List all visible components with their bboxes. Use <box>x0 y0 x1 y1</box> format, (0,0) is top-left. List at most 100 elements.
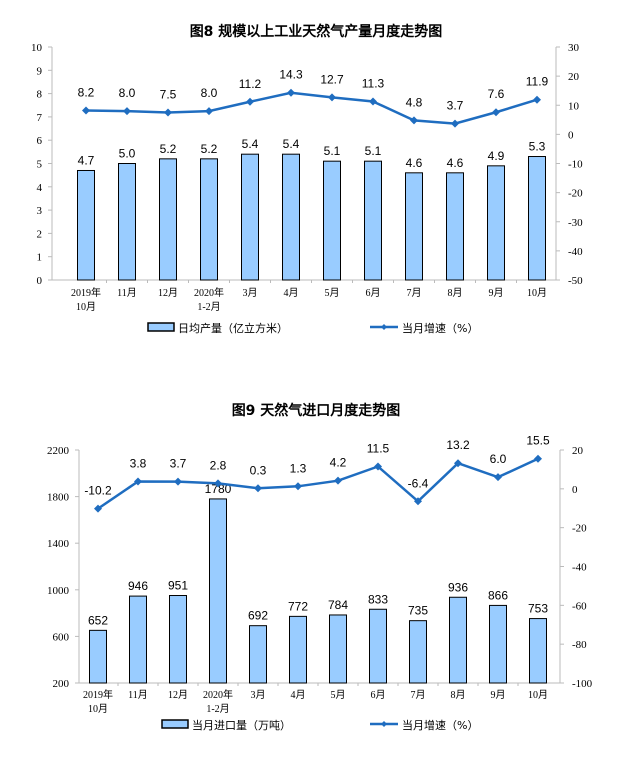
right-tick-label: 0 <box>568 129 574 141</box>
line-marker <box>534 454 542 463</box>
bar <box>489 604 507 684</box>
right-tick-label: 20 <box>568 71 580 83</box>
right-tick-label: -20 <box>568 188 583 200</box>
bar-data-label: 4.7 <box>78 153 95 167</box>
chart-title: 图9 天然气进口月度走势图 <box>232 402 401 419</box>
bar-data-label: 784 <box>328 598 348 612</box>
line-marker <box>94 504 102 513</box>
left-tick-label: 7 <box>37 112 43 124</box>
bar <box>449 596 467 684</box>
right-tick-label: -20 <box>572 523 587 535</box>
bar-data-label: 951 <box>168 579 188 593</box>
bar-data-label: 866 <box>488 588 508 602</box>
line-marker <box>494 473 502 482</box>
bar-data-label: 5.1 <box>324 144 341 158</box>
bar-data-label: 5.2 <box>160 142 177 156</box>
x-tick-label: 5月 <box>331 689 346 701</box>
left-tick-label: 1000 <box>47 585 70 597</box>
legend-bar-swatch <box>161 719 189 729</box>
right-tick-label: 10 <box>568 100 580 112</box>
bar-data-label: 5.0 <box>119 147 136 161</box>
right-tick-label: 0 <box>572 484 578 496</box>
line-data-label: 4.8 <box>406 95 423 109</box>
line-data-label: 11.3 <box>362 76 385 90</box>
bar <box>364 160 382 281</box>
line-data-label: -6.4 <box>408 476 429 490</box>
chart-2: 图9 天然气进口月度走势图2006001000140018002200-100-… <box>47 402 593 732</box>
x-tick-label: 11月 <box>128 689 148 701</box>
bar-data-label: 5.1 <box>365 144 382 158</box>
line-marker <box>374 462 382 471</box>
bar-data-label: 946 <box>128 579 148 593</box>
x-tick-label: 10月 <box>528 689 548 701</box>
x-tick-label: 6月 <box>371 689 386 701</box>
x-tick-label: 10月 <box>76 301 96 313</box>
bar <box>405 172 423 281</box>
bar <box>409 620 427 684</box>
line-marker <box>414 497 422 506</box>
x-tick-label: 2019年 <box>83 688 113 701</box>
bar <box>89 629 107 684</box>
right-tick-label: 20 <box>572 445 584 457</box>
line-data-label: 8.0 <box>119 86 136 100</box>
left-tick-label: 0 <box>37 275 43 287</box>
line-marker <box>287 88 295 97</box>
line-data-label: 3.7 <box>170 457 187 471</box>
bar-data-label: 5.4 <box>283 137 300 151</box>
chart-title: 图8 规模以上工业天然气产量月度走势图 <box>190 23 443 40</box>
bar <box>118 163 136 281</box>
x-tick-label: 4月 <box>284 287 299 299</box>
line-marker <box>134 477 142 486</box>
bar <box>529 618 547 684</box>
x-tick-label: 11月 <box>117 287 137 299</box>
left-tick-label: 2 <box>37 228 43 240</box>
x-tick-label: 2020年 <box>194 286 224 299</box>
left-tick-label: 10 <box>31 42 43 54</box>
line-data-label: 11.5 <box>367 442 390 456</box>
x-tick-label: 9月 <box>491 689 506 701</box>
line-marker <box>454 459 462 468</box>
line-marker <box>164 108 172 117</box>
line-data-label: 13.2 <box>446 438 470 452</box>
line-marker <box>123 107 131 116</box>
bar-data-label: 5.4 <box>242 137 259 151</box>
x-tick-label: 4月 <box>291 689 306 701</box>
right-tick-label: -50 <box>568 275 583 287</box>
line-data-label: 7.5 <box>160 88 177 102</box>
right-tick-label: -40 <box>568 246 583 258</box>
legend-line-label: 当月增速（%） <box>402 321 478 335</box>
left-tick-label: 9 <box>37 65 43 77</box>
line-data-label: 6.0 <box>490 452 507 466</box>
line-data-label: 0.3 <box>250 463 267 477</box>
x-tick-label: 10月 <box>88 703 108 715</box>
legend-bar-label: 当月进口量（万吨） <box>192 718 291 732</box>
bar-data-label: 753 <box>528 602 548 616</box>
left-tick-label: 5 <box>37 159 43 171</box>
growth-line <box>97 457 539 510</box>
bar <box>282 153 300 281</box>
x-tick-label: 1-2月 <box>197 301 220 313</box>
bar <box>487 165 505 281</box>
line-marker <box>205 107 213 116</box>
line-data-label: 1.3 <box>290 461 307 475</box>
bar-data-label: 652 <box>88 613 108 627</box>
x-tick-label: 1-2月 <box>206 703 229 715</box>
bar <box>369 608 387 684</box>
bar-data-label: 4.6 <box>447 156 464 170</box>
bar <box>209 498 227 684</box>
line-marker <box>328 93 336 102</box>
x-tick-label: 9月 <box>489 287 504 299</box>
growth-line <box>85 91 538 125</box>
line-data-label: 2.8 <box>210 458 227 472</box>
line-data-label: 7.6 <box>488 87 505 101</box>
bar-data-label: 772 <box>288 599 308 613</box>
bar <box>289 615 307 684</box>
right-tick-label: -60 <box>572 600 587 612</box>
line-data-label: -10.2 <box>84 484 112 498</box>
line-data-label: 12.7 <box>320 72 344 86</box>
line-marker <box>294 482 302 491</box>
bar-data-label: 936 <box>448 580 468 594</box>
line-data-label: 4.2 <box>330 456 347 470</box>
bar <box>446 172 464 281</box>
